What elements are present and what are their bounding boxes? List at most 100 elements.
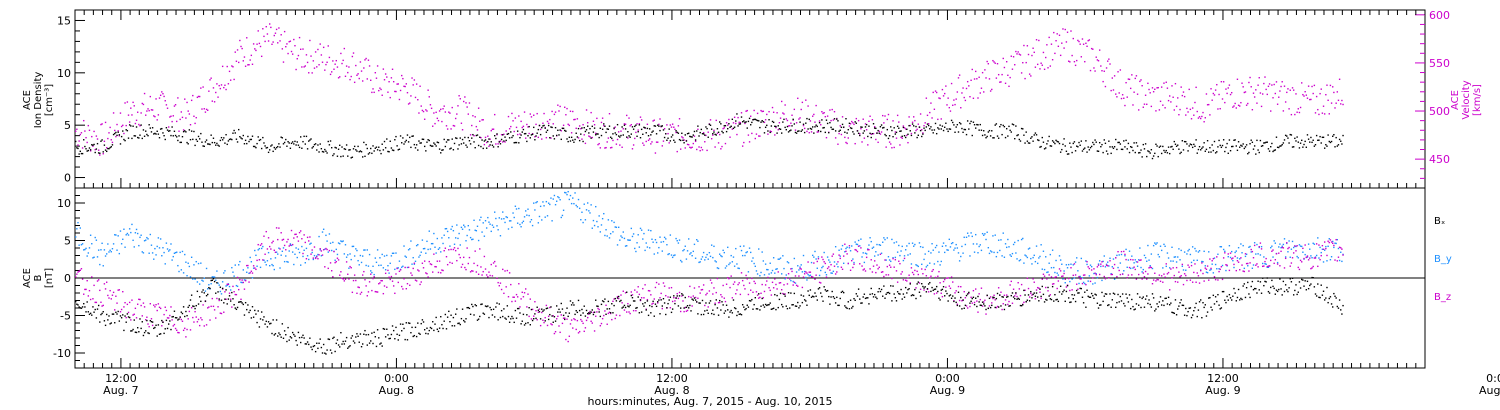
density-point — [534, 139, 536, 141]
by-point — [337, 242, 340, 244]
by-point — [118, 252, 121, 255]
velocity-point — [846, 142, 848, 145]
bz-point — [792, 284, 794, 286]
bz-point — [599, 325, 602, 327]
bz-point — [326, 248, 328, 251]
density-point — [736, 113, 738, 115]
density-point — [690, 136, 692, 138]
velocity-point — [713, 129, 715, 132]
density-point — [1071, 151, 1073, 154]
velocity-point — [154, 115, 156, 118]
bz-point — [314, 257, 317, 260]
velocity-point — [992, 59, 994, 62]
by-point — [97, 249, 100, 251]
density-point — [964, 128, 967, 131]
by-point — [373, 273, 375, 276]
velocity-point — [482, 119, 484, 121]
by-point — [248, 272, 250, 275]
bz-point — [676, 292, 678, 295]
density-point — [723, 125, 725, 127]
bz-point — [1012, 288, 1015, 290]
density-point — [1268, 150, 1271, 152]
density-point — [1210, 151, 1212, 153]
by-point — [1141, 271, 1143, 273]
density-point — [1188, 145, 1190, 147]
velocity-point — [487, 135, 489, 137]
density-point — [1173, 140, 1175, 143]
bz-point — [296, 236, 298, 238]
velocity-point — [357, 73, 359, 75]
bz-point — [629, 312, 631, 315]
bz-point — [414, 279, 417, 281]
velocity-point — [1008, 85, 1010, 88]
density-point — [811, 126, 814, 128]
bz-point — [1220, 266, 1223, 268]
velocity-point — [520, 120, 522, 123]
bz-point — [948, 285, 950, 287]
velocity-point — [1125, 81, 1127, 84]
by-point — [898, 244, 900, 247]
bz-point — [1208, 279, 1210, 281]
density-point — [1306, 134, 1309, 136]
xtick-time-label: 0:00 — [1486, 372, 1500, 385]
density-point — [115, 131, 117, 134]
density-point — [604, 125, 606, 127]
by-point — [189, 276, 192, 278]
bz-point — [600, 322, 603, 325]
bz-point — [330, 270, 333, 272]
bz-point — [328, 249, 331, 252]
bz-point — [224, 291, 226, 293]
velocity-point — [966, 80, 969, 83]
by-point — [1253, 242, 1256, 244]
density-point — [830, 126, 832, 129]
density-point — [1274, 149, 1277, 151]
bz-point — [1281, 246, 1283, 249]
bz-point — [575, 328, 577, 331]
velocity-point — [805, 99, 807, 101]
by-point — [1243, 267, 1246, 270]
by-point — [182, 272, 185, 274]
density-point — [971, 134, 973, 137]
density-point — [119, 143, 122, 145]
by-point — [324, 248, 326, 250]
density-point — [937, 127, 939, 129]
by-point — [1172, 260, 1174, 262]
bz-point — [1123, 250, 1125, 253]
velocity-point — [452, 124, 455, 127]
bz-point — [1247, 262, 1249, 265]
velocity-point — [1146, 103, 1148, 106]
velocity-point — [79, 133, 81, 136]
velocity-point — [380, 88, 382, 91]
bz-point — [130, 319, 132, 321]
density-point — [1014, 137, 1016, 140]
density-point — [132, 125, 134, 127]
density-point — [1042, 141, 1045, 143]
bz-point — [648, 290, 651, 292]
density-point — [291, 141, 294, 143]
density-point — [802, 123, 805, 125]
density-point — [698, 135, 700, 137]
density-point — [494, 135, 496, 137]
velocity-point — [642, 142, 644, 144]
velocity-point — [1255, 89, 1257, 91]
density-point — [631, 126, 634, 128]
velocity-point — [1229, 93, 1232, 96]
density-point — [583, 127, 585, 129]
density-point — [413, 143, 416, 146]
density-point — [1102, 151, 1104, 154]
velocity-point — [971, 68, 973, 71]
top-ytick-label: 0 — [64, 172, 71, 185]
density-point — [279, 146, 281, 148]
density-point — [729, 126, 731, 129]
by-point — [992, 235, 994, 237]
bz-point — [145, 319, 147, 321]
bz-point — [154, 306, 156, 308]
density-point — [1080, 140, 1083, 142]
density-point — [207, 143, 209, 145]
density-point — [170, 134, 172, 137]
bz-point — [372, 277, 374, 280]
bz-point — [433, 253, 435, 255]
velocity-point — [1317, 108, 1319, 111]
bz-point — [793, 281, 796, 284]
bz-point — [892, 257, 894, 260]
